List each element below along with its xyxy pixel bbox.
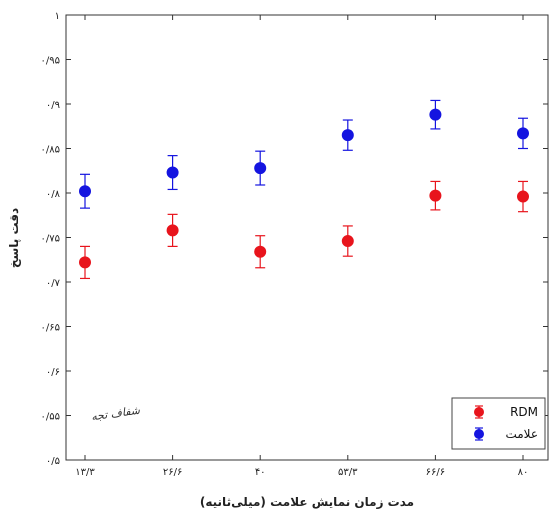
y-tick-label: ۰/۹۵ [41,56,60,67]
data-point [429,108,442,121]
legend: RDM علامت [451,397,546,450]
data-point [517,127,529,140]
x-tick-label: ۱۳/۳ [75,467,95,478]
x-tick-label: ۸۰ [518,467,529,478]
legend-marker [474,407,484,417]
data-point [517,190,529,203]
x-tick-label: ۲۶/۶ [163,467,182,478]
data-point [341,129,354,142]
legend-item-rdm: RDM [474,405,538,419]
x-tick-label: ۵۳/۳ [338,467,358,478]
y-tick-label: ۰/۸۵ [41,145,60,156]
data-point [79,256,91,269]
data-point [254,245,267,258]
legend-item-alamat: علامت [474,427,538,441]
y-axis: ۰/۵ ۰/۵۵ ۰/۶ ۰/۶۵ ۰/۷ ۰/۷۵ ۰/۸ ۰/۸۵ ۰/۹ ۰/۹۵ ۱ [41,11,548,467]
y-tick-label: ۰/۶ [46,367,60,378]
legend-box [451,397,546,450]
y-tick-label: ۰/۷ [46,278,61,289]
y-tick-label: ۰/۶۵ [41,323,60,334]
data-point [166,166,179,179]
series-rdm [79,180,529,280]
x-tick-label: ۶۶/۶ [426,467,445,478]
y-axis-title: دقت پاسخ [7,208,21,268]
y-tick-label: ۰/۷۵ [41,234,60,245]
data-point [429,189,442,202]
data-point [254,162,267,175]
legend-label: RDM [510,405,538,419]
y-tick-label: ۰/۵ [46,456,60,467]
series-alamat [79,99,529,209]
plot-area [65,14,549,461]
x-axis-title: مدت زمان نمایش علامت (میلی‌ثانیه) [200,495,414,509]
y-tick-label: ۰/۸ [46,189,61,200]
data-point [341,235,354,248]
x-tick-label: ۴۰ [255,467,266,478]
y-tick-label: ۱ [55,11,60,22]
x-axis: ۱۳/۳ ۲۶/۶ ۴۰ ۵۳/۳ ۶۶/۶ ۸۰ [75,15,528,478]
data-point [79,185,91,198]
y-tick-label: ۰/۵۵ [41,412,60,423]
series-layer [79,99,529,280]
data-point [166,224,179,237]
y-tick-label: ۰/۹ [46,100,60,111]
legend-marker [474,429,484,439]
legend-label: علامت [505,427,538,441]
